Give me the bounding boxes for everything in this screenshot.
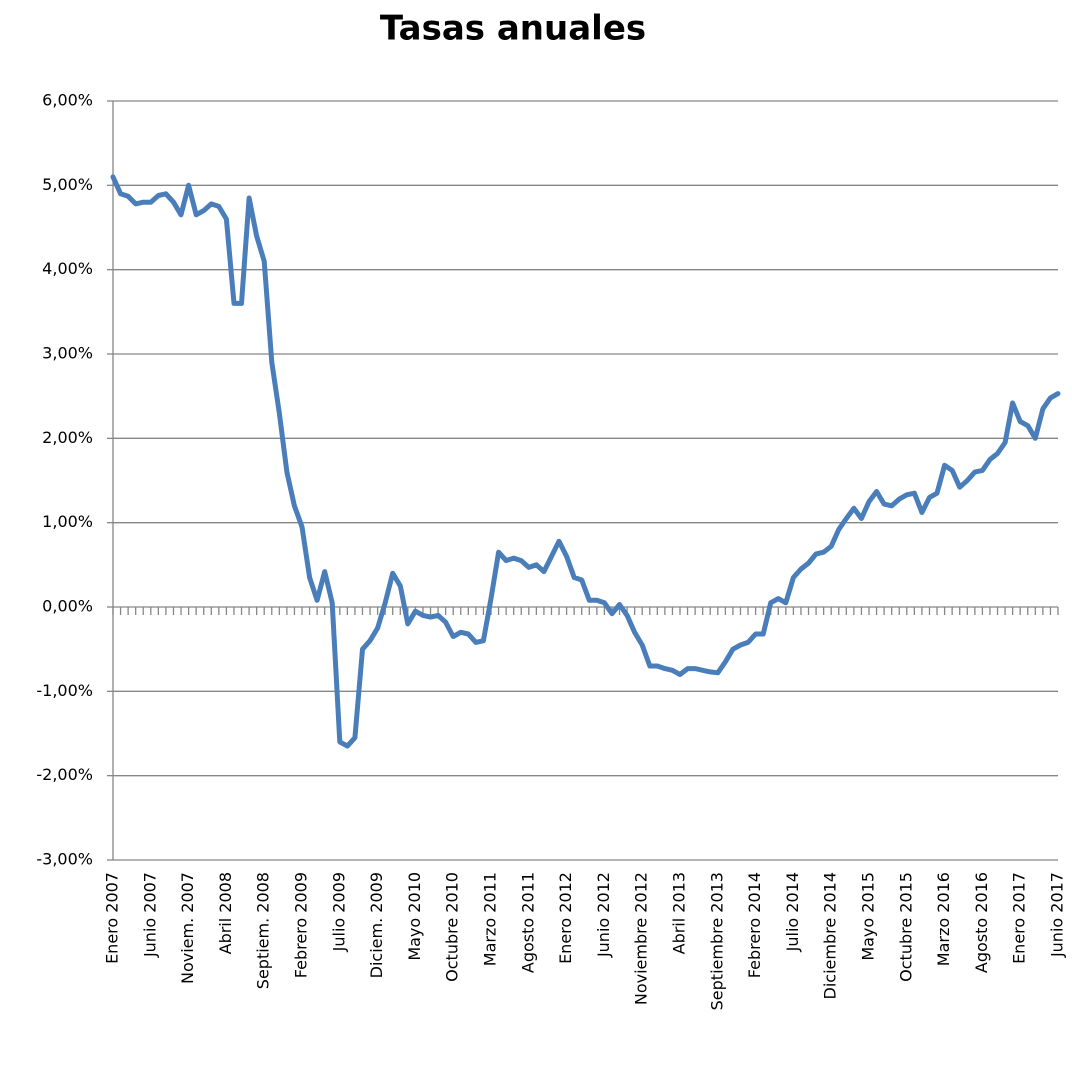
y-tick-label: -1,00% [36, 681, 93, 700]
y-tick-label: 4,00% [42, 259, 93, 278]
x-tick-label: Diciem. 2009 [367, 872, 386, 978]
x-tick-label: Enero 2007 [103, 872, 122, 964]
x-tick-label: Diciembre 2014 [821, 872, 840, 999]
y-tick-label: 5,00% [42, 175, 93, 194]
x-tick-label: Agosto 2016 [972, 872, 991, 973]
x-tick-label: Noviembre 2012 [632, 872, 651, 1005]
x-tick-label: Abril 2013 [670, 872, 689, 954]
x-tick-label: Octubre 2010 [443, 872, 462, 982]
y-tick-label: -2,00% [36, 765, 93, 784]
y-tick-label: 3,00% [42, 344, 93, 363]
y-tick-label: 1,00% [42, 512, 93, 531]
x-tick-label: Junio 2007 [140, 872, 159, 958]
y-tick-label: -3,00% [36, 850, 93, 869]
y-tick-label: 6,00% [42, 91, 93, 110]
x-tick-label: Abril 2008 [216, 872, 235, 954]
data-line [110, 174, 1061, 749]
y-tick-label: 2,00% [42, 428, 93, 447]
chart-title: Tasas anuales [380, 9, 646, 49]
x-tick-label: Julio 2009 [329, 872, 348, 952]
x-tick-label: Marzo 2016 [934, 872, 953, 966]
x-tick-label: Enero 2017 [1010, 872, 1029, 964]
x-tick-label: Enero 2012 [556, 872, 575, 964]
x-tick-label: Septiem. 2008 [254, 872, 273, 989]
x-tick-label: Junio 2017 [1048, 872, 1067, 958]
x-tick-label: Mayo 2015 [859, 872, 878, 961]
x-tick-label: Agosto 2011 [518, 872, 537, 973]
x-tick-label: Junio 2012 [594, 872, 613, 958]
x-tick-label: Noviem. 2007 [178, 872, 197, 984]
y-tick-label: 0,00% [42, 597, 93, 616]
x-tick-label: Febrero 2009 [292, 872, 311, 978]
x-tick-label: Marzo 2011 [481, 872, 500, 966]
x-tick-label: Octubre 2015 [896, 872, 915, 982]
x-tick-label: Febrero 2014 [745, 872, 764, 978]
x-tick-label: Mayo 2010 [405, 872, 424, 961]
x-tick-label: Septiembre 2013 [707, 872, 726, 1010]
x-tick-label: Julio 2014 [783, 872, 802, 952]
